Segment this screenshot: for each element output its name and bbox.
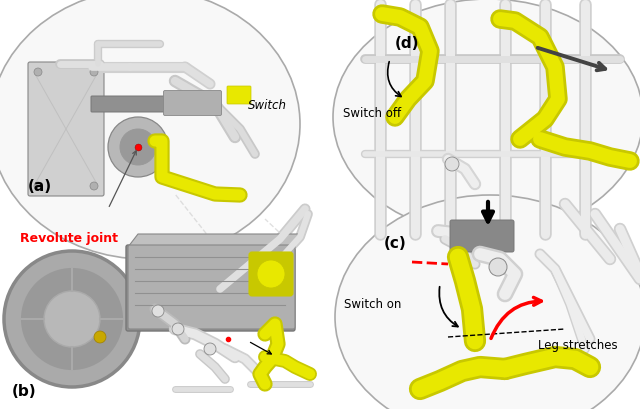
FancyBboxPatch shape: [28, 63, 104, 196]
FancyBboxPatch shape: [450, 220, 514, 252]
Circle shape: [445, 157, 459, 172]
Circle shape: [34, 182, 42, 191]
Ellipse shape: [335, 196, 640, 409]
Circle shape: [172, 323, 184, 335]
Ellipse shape: [0, 0, 300, 259]
Ellipse shape: [333, 0, 640, 236]
Text: Revolute joint: Revolute joint: [20, 231, 118, 245]
Text: Switch on: Switch on: [344, 297, 402, 310]
Circle shape: [44, 291, 100, 347]
Text: Switch: Switch: [248, 99, 287, 112]
Polygon shape: [128, 234, 303, 247]
Circle shape: [34, 69, 42, 77]
Circle shape: [120, 130, 156, 166]
FancyBboxPatch shape: [91, 97, 208, 113]
Text: (b): (b): [12, 383, 36, 398]
FancyBboxPatch shape: [126, 245, 295, 331]
Circle shape: [90, 182, 98, 191]
FancyBboxPatch shape: [227, 87, 251, 105]
Circle shape: [4, 252, 140, 387]
Circle shape: [108, 118, 168, 178]
Text: (d): (d): [395, 36, 419, 50]
Circle shape: [152, 305, 164, 317]
Circle shape: [22, 270, 122, 369]
Circle shape: [489, 258, 507, 276]
Text: Leg stretches: Leg stretches: [538, 338, 617, 351]
Circle shape: [94, 331, 106, 343]
Circle shape: [204, 343, 216, 355]
Text: Switch off: Switch off: [343, 107, 401, 120]
Circle shape: [90, 69, 98, 77]
FancyBboxPatch shape: [249, 252, 293, 296]
Circle shape: [257, 261, 285, 288]
Text: (a): (a): [28, 179, 52, 193]
FancyBboxPatch shape: [163, 91, 221, 116]
FancyBboxPatch shape: [128, 245, 295, 329]
Text: (c): (c): [384, 236, 407, 251]
